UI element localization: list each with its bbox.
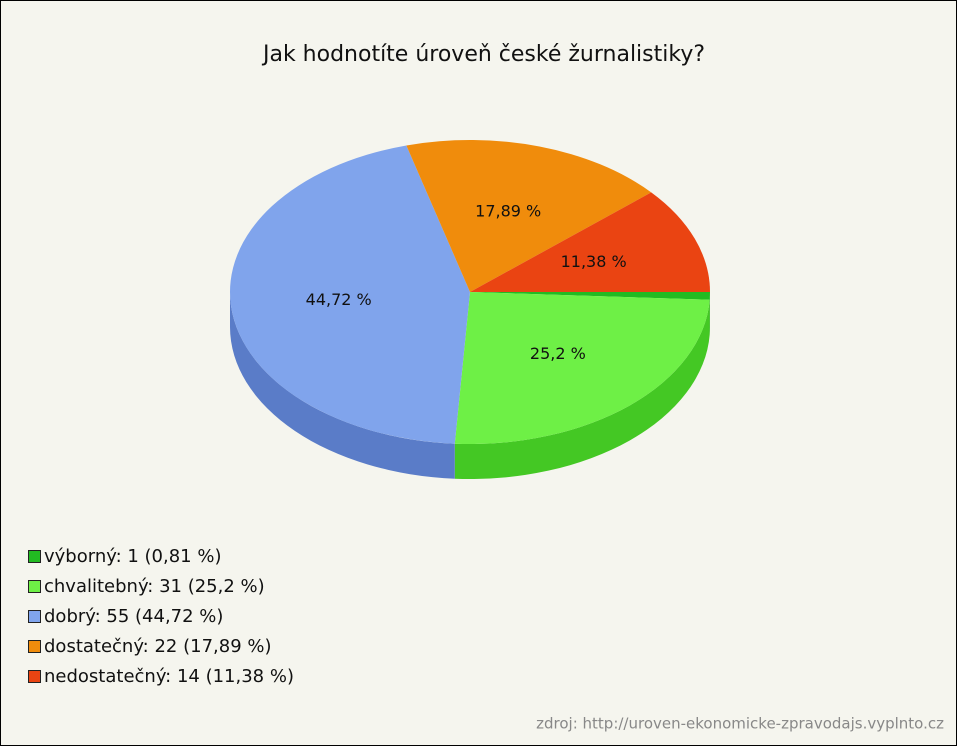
- slice-label: 17,89 %: [475, 201, 541, 220]
- legend-label: dobrý: 55 (44,72 %): [44, 606, 223, 627]
- legend-swatch: [28, 610, 41, 623]
- legend-swatch: [28, 550, 41, 563]
- legend-swatch: [28, 670, 41, 683]
- legend-label: chvalitebný: 31 (25,2 %): [44, 576, 265, 597]
- slice-label: 11,38 %: [561, 252, 627, 271]
- slice-label: 25,2 %: [530, 344, 586, 363]
- slice-side: [454, 299, 710, 479]
- legend-swatch: [28, 640, 41, 653]
- legend-label: výborný: 1 (0,81 %): [44, 546, 222, 567]
- slice-label: 44,72 %: [306, 290, 372, 309]
- slice-side: [230, 292, 455, 479]
- legend-label: dostatečný: 22 (17,89 %): [44, 636, 272, 657]
- legend-label: nedostatečný: 14 (11,38 %): [44, 666, 294, 687]
- slice: [454, 292, 710, 445]
- slice: [470, 192, 710, 292]
- slice: [230, 145, 470, 444]
- slice: [470, 292, 710, 300]
- slice: [406, 140, 652, 292]
- legend-swatch: [28, 580, 41, 593]
- chart-title: Jak hodnotíte úroveň české žurnalistiky?: [261, 42, 705, 67]
- source-note: zdroj: http://uroven-ekonomicke-zpravoda…: [536, 715, 944, 733]
